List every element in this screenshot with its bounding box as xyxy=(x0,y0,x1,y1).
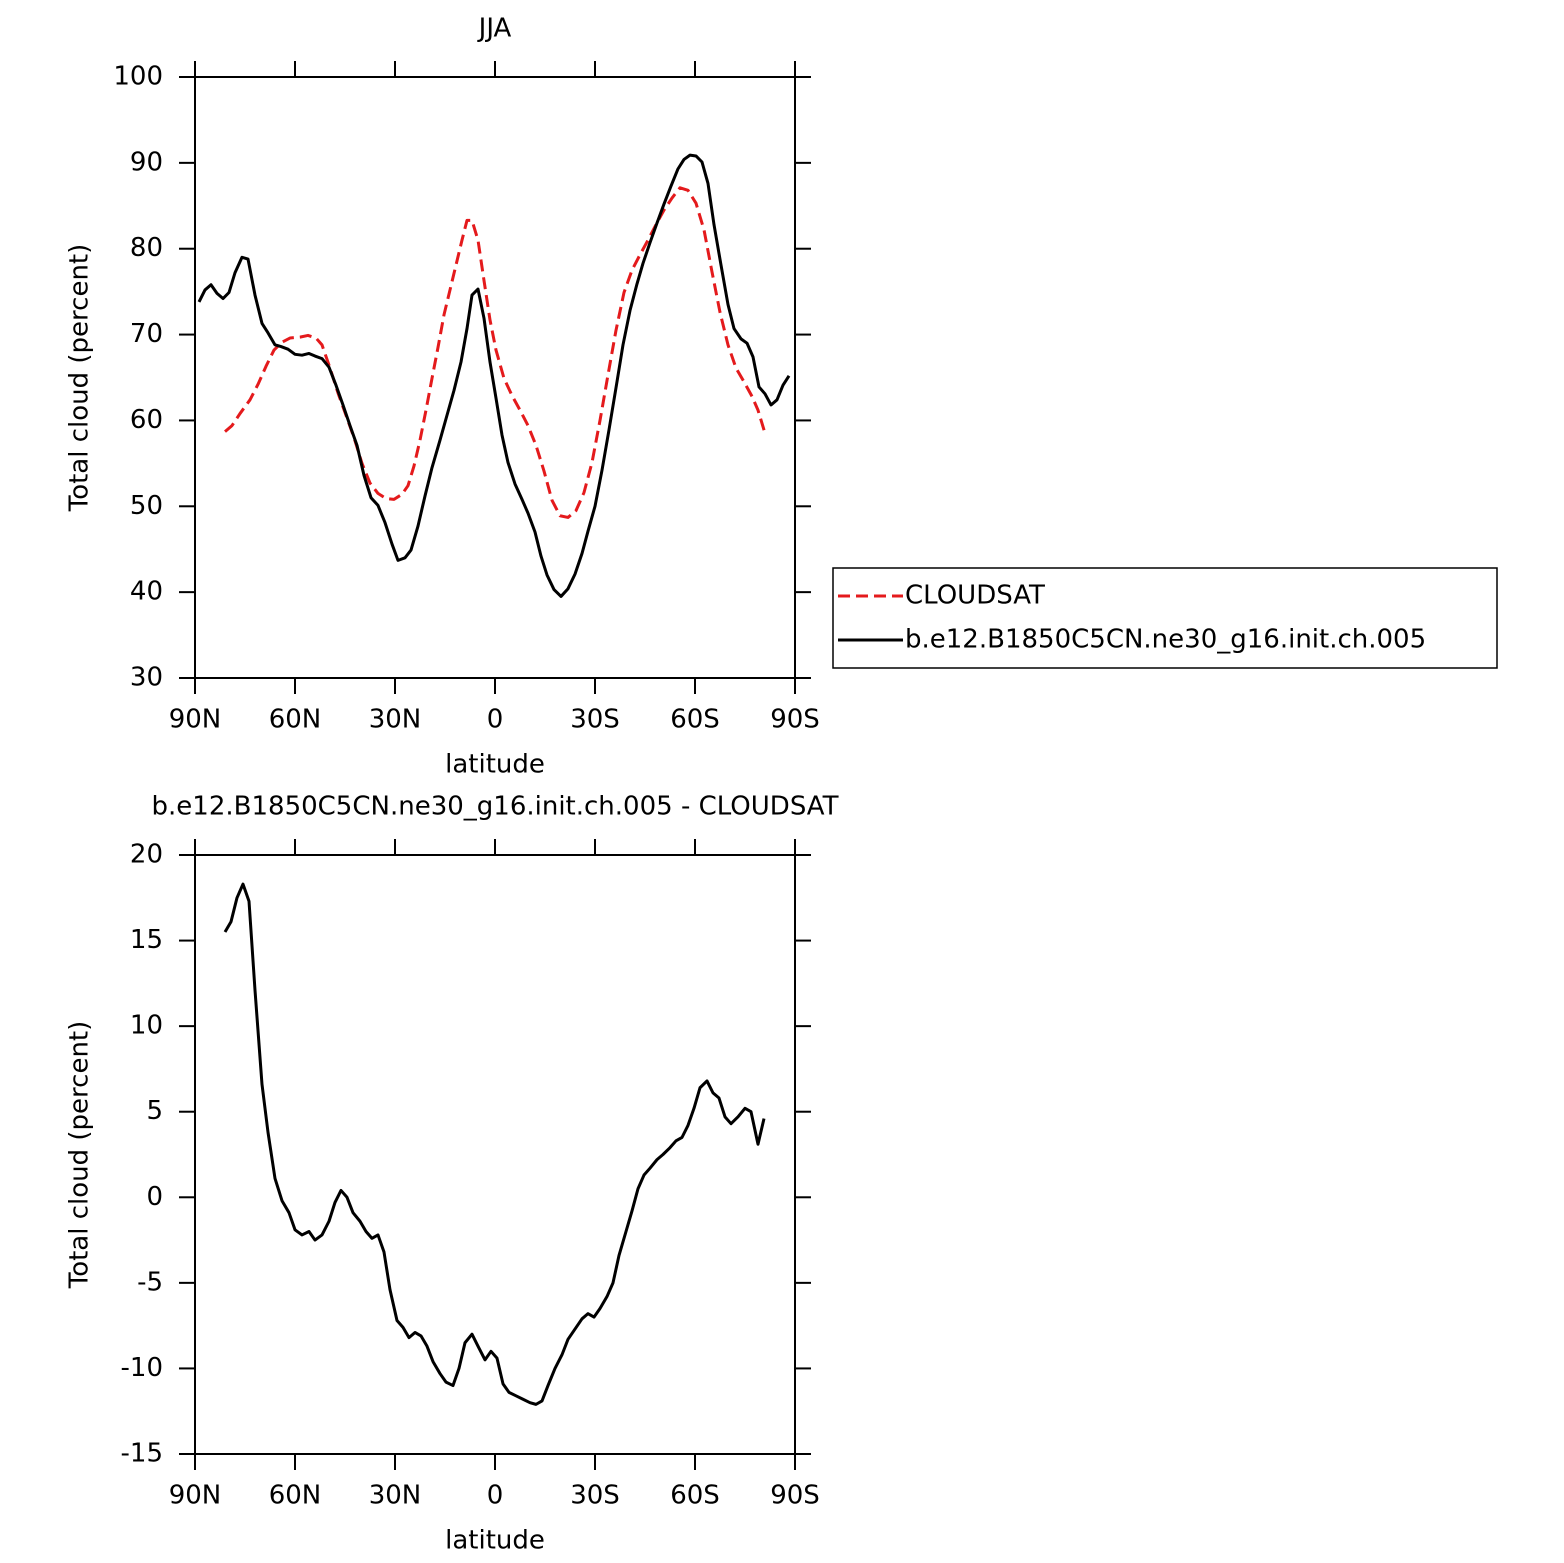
y-tick-label: 20 xyxy=(130,840,163,870)
y-axis-label: Total cloud (percent) xyxy=(65,244,95,513)
y-axis-label: Total cloud (percent) xyxy=(65,1021,95,1290)
data-line xyxy=(223,882,766,1406)
x-tick-label: 60N xyxy=(269,705,322,735)
y-tick-label: 10 xyxy=(130,1011,163,1041)
y-tick-label: 60 xyxy=(130,405,163,435)
x-tick-label: 30N xyxy=(369,1481,422,1511)
y-tick-label: 80 xyxy=(130,233,163,263)
x-tick-label: 90S xyxy=(770,1481,820,1511)
x-tick-label: 60S xyxy=(670,705,720,735)
y-tick-label: 0 xyxy=(146,1182,163,1212)
y-tick-label: 5 xyxy=(146,1096,163,1126)
x-tick-label: 30S xyxy=(570,705,620,735)
x-tick-label: 60N xyxy=(269,1481,322,1511)
x-axis-label: latitude xyxy=(445,1526,545,1556)
legend-label: b.e12.B1850C5CN.ne30_g16.init.ch.005 xyxy=(905,625,1426,655)
y-tick-label: -5 xyxy=(137,1267,163,1297)
x-tick-label: 0 xyxy=(487,1481,504,1511)
legend-box xyxy=(832,567,1498,669)
x-tick-label: 60S xyxy=(670,1481,720,1511)
y-tick-label: -15 xyxy=(121,1439,163,1469)
y-tick-label: 30 xyxy=(130,663,163,693)
y-tick-label: 90 xyxy=(130,147,163,177)
data-line xyxy=(224,186,767,519)
x-tick-label: 0 xyxy=(487,705,504,735)
y-tick-label: -10 xyxy=(121,1353,163,1383)
x-tick-label: 90S xyxy=(770,705,820,735)
plot-frame xyxy=(194,854,796,1455)
x-tick-label: 90N xyxy=(169,705,222,735)
y-tick-label: 100 xyxy=(113,62,163,92)
data-line xyxy=(197,153,791,598)
x-axis-label: latitude xyxy=(445,750,545,780)
plot-frame xyxy=(194,76,796,679)
chart-title: JJA xyxy=(477,14,512,44)
y-tick-label: 50 xyxy=(130,491,163,521)
x-tick-label: 30N xyxy=(369,705,422,735)
y-tick-label: 70 xyxy=(130,319,163,349)
y-tick-label: 15 xyxy=(130,925,163,955)
x-tick-label: 90N xyxy=(169,1481,222,1511)
x-tick-label: 30S xyxy=(570,1481,620,1511)
chart-title: b.e12.B1850C5CN.ne30_g16.init.ch.005 - C… xyxy=(152,792,839,822)
y-tick-label: 40 xyxy=(130,577,163,607)
legend-label: CLOUDSAT xyxy=(905,581,1045,611)
